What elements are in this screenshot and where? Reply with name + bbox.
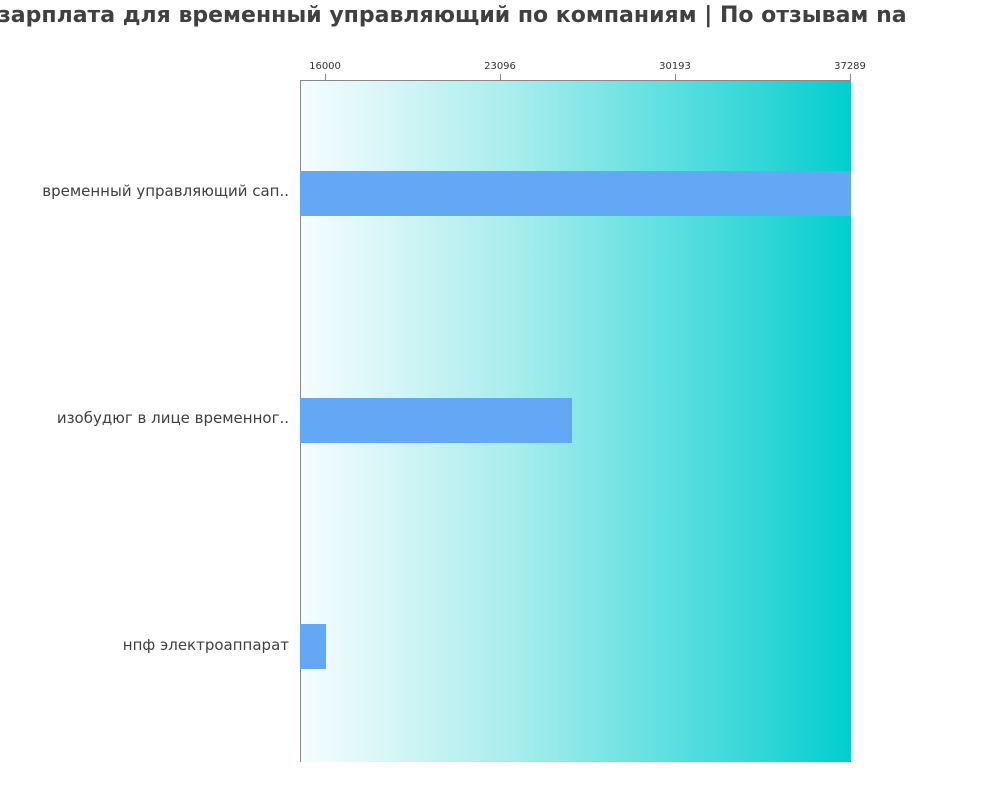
chart-title: зарплата для временный управляющий по ко… [0,3,907,28]
x-tick-label: 37289 [834,61,866,72]
x-tick-label: 16000 [309,61,341,72]
category-label: изобудюг в лице временног.. [56,409,289,427]
category-label: временный управляющий сап.. [42,182,289,200]
x-tick [325,74,326,80]
x-tick-label: 30193 [659,61,691,72]
x-tick-label: 23096 [484,61,516,72]
x-axis-line [300,80,851,81]
bar-0 [300,171,851,216]
bar-2 [300,624,326,669]
x-tick [500,74,501,80]
bar-1 [300,398,572,443]
category-label: нпф электроаппарат [122,636,289,654]
x-tick [850,74,851,80]
x-tick [675,74,676,80]
